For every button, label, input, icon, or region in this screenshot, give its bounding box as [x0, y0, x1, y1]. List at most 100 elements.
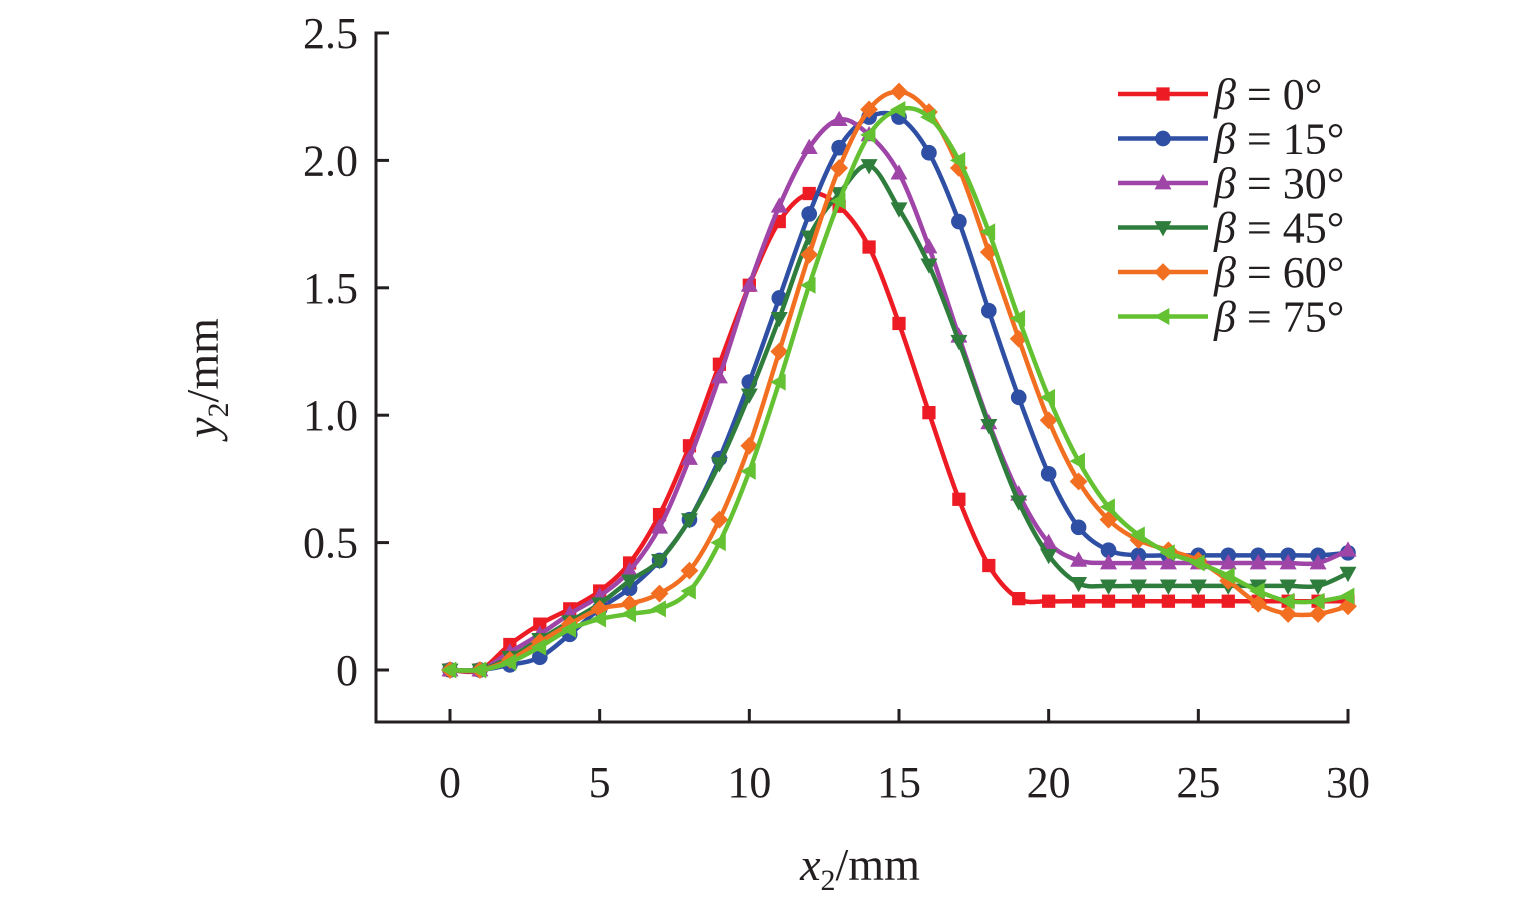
data-point	[892, 316, 906, 331]
data-point	[1309, 605, 1327, 623]
data-point	[1129, 531, 1148, 549]
data-point	[560, 620, 577, 638]
data-point	[1159, 544, 1175, 562]
data-point	[830, 159, 849, 177]
data-point	[740, 276, 758, 292]
data-point	[949, 151, 966, 169]
data-point	[710, 368, 728, 384]
x-ticks: 0 5 10 15 20 25 30	[439, 709, 1370, 807]
data-point	[1042, 594, 1056, 608]
data-point	[921, 144, 937, 161]
data-point	[1249, 554, 1267, 570]
x-axis-title-var: x	[799, 839, 821, 890]
legend-marker	[1156, 87, 1170, 101]
data-point	[1339, 587, 1355, 605]
x-tick-label: 0	[439, 758, 461, 807]
data-point	[1009, 309, 1026, 327]
data-point	[800, 138, 818, 155]
legend-label-var: β	[1213, 159, 1236, 208]
y-axis-title-sub: 2	[202, 402, 235, 417]
legend-label-var: β	[1213, 248, 1236, 297]
data-point	[651, 518, 669, 534]
data-point	[1101, 594, 1116, 608]
data-point	[951, 213, 967, 230]
data-point	[1039, 388, 1056, 406]
data-point	[831, 139, 847, 156]
data-point	[770, 342, 789, 361]
data-point	[770, 197, 788, 213]
data-point	[800, 230, 818, 246]
legend-label-value: = 60°	[1236, 248, 1344, 297]
data-point	[620, 605, 636, 623]
data-point	[680, 449, 698, 465]
legend-label-var: β	[1213, 293, 1236, 342]
legend-marker	[1154, 263, 1172, 281]
data-point	[1279, 605, 1298, 623]
data-point	[1012, 592, 1026, 606]
data-point	[1071, 594, 1086, 608]
data-point	[1309, 554, 1327, 570]
legend-label: β = 75°	[1213, 293, 1344, 342]
data-point	[802, 186, 816, 201]
data-point	[830, 110, 848, 127]
axes: 0 0.5 1.0 1.5 2.0 2.5 0 5 10 15 20 25 30	[303, 9, 1370, 807]
data-point	[740, 436, 759, 455]
legend-label-value: = 30°	[1236, 159, 1344, 208]
legend-item: β = 60°	[1118, 248, 1344, 297]
data-point	[500, 653, 517, 671]
legend-label: β = 45°	[1213, 204, 1344, 253]
data-point	[1069, 472, 1088, 491]
data-point	[710, 457, 728, 473]
x-tick-label: 25	[1176, 758, 1220, 807]
data-point	[1099, 510, 1118, 529]
y-tick-label: 2.5	[303, 9, 358, 58]
legend-item: β = 75°	[1118, 293, 1344, 342]
data-point	[920, 258, 938, 274]
data-point	[710, 510, 729, 529]
x-axis-title-sub: 2	[821, 864, 836, 897]
data-point	[890, 164, 908, 180]
y-tick-label: 0	[336, 646, 358, 695]
data-point	[1039, 411, 1058, 430]
data-point	[1131, 594, 1146, 608]
data-point	[1189, 554, 1205, 572]
data-point	[1100, 579, 1118, 595]
data-point	[860, 100, 878, 119]
data-point	[1129, 554, 1147, 570]
data-point	[1219, 567, 1235, 585]
data-point	[1279, 554, 1297, 570]
data-point	[800, 276, 816, 294]
legend-item: β = 30°	[1118, 159, 1344, 208]
data-point	[1309, 579, 1327, 595]
y-tick-label: 1.5	[303, 264, 358, 313]
x-tick-label: 10	[727, 758, 771, 807]
data-point	[1070, 551, 1088, 567]
x-tick-label: 30	[1326, 758, 1370, 807]
data-point	[1339, 541, 1357, 557]
data-point	[770, 373, 786, 391]
y-axis-title: y2/mm	[177, 318, 235, 442]
y-tick-label: 0.5	[303, 519, 358, 568]
y-ticks: 0 0.5 1.0 1.5 2.0 2.5	[303, 9, 389, 695]
data-point	[710, 534, 726, 552]
data-point	[441, 661, 457, 679]
data-point	[1069, 452, 1085, 470]
data-point	[1129, 526, 1145, 544]
legend-label: β = 15°	[1213, 115, 1344, 164]
legend-marker	[1154, 174, 1172, 190]
data-point	[1100, 554, 1118, 570]
data-point	[1249, 594, 1268, 613]
plot-series	[441, 82, 1357, 679]
data-point	[471, 661, 487, 679]
data-point	[1339, 566, 1357, 583]
data-point	[1279, 579, 1297, 595]
data-point	[651, 554, 669, 570]
data-point	[1129, 579, 1147, 595]
data-point	[862, 240, 876, 254]
data-point	[920, 108, 936, 126]
data-point	[680, 582, 696, 600]
data-point	[1249, 582, 1265, 600]
legend: β = 0°β = 15°β = 30°β = 45°β = 60°β = 75…	[1118, 70, 1344, 342]
data-point	[890, 100, 906, 118]
